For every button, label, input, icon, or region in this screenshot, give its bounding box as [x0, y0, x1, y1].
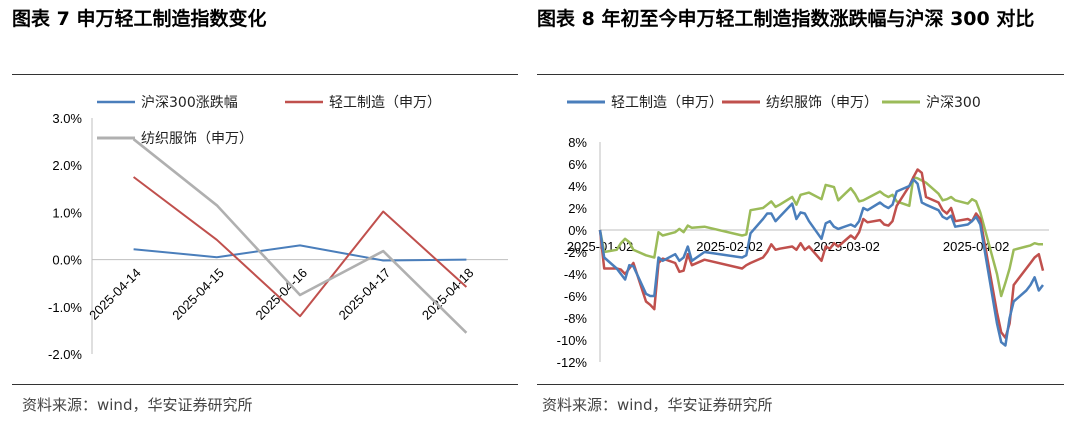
chart2-svg: 8%6%4%2%0%-2%-4%-6%-8%-10%-12%2025-01-02… [557, 95, 1049, 370]
chart2-y-tick-label: 8% [568, 135, 587, 150]
chart1-x-tick-label: 2025-04-14 [86, 265, 144, 323]
chart1-y-tick-label: -1.0% [48, 300, 82, 315]
chart1-x-tick-label: 2025-04-17 [336, 265, 394, 323]
chart1-legend-label: 轻工制造（申万） [329, 95, 441, 111]
chart1-top-rule [12, 74, 518, 75]
chart2-x-tick-label: 2025-04-02 [943, 239, 1010, 254]
chart2-series-line [598, 178, 1044, 347]
chart2-legend-label: 沪深300 [926, 95, 981, 111]
chart1-legend-label: 沪深300涨跌幅 [141, 95, 238, 111]
chart1-svg: 3.0% 2.0% 1.0% 0.0% -1.0% -2.0% 2025-04-14 2025… [48, 95, 508, 362]
chart2-legend-label: 纺织服饰（申万） [766, 95, 878, 111]
chart2-series-line [598, 175, 1043, 298]
chart2-source: 资料来源：wind，华安证券研究所 [542, 396, 773, 414]
chart2-y-tick-label: -2% [564, 245, 588, 260]
chart2-x-tick-label: 2025-03-02 [813, 239, 880, 254]
chart1-y-tick-label: 1.0% [52, 205, 82, 220]
chart2-y-tick-label: 2% [568, 201, 587, 216]
chart1-title: 图表 7 申万轻工制造指数变化 [12, 8, 267, 30]
chart2-legend-label: 轻工制造（申万） [611, 95, 723, 111]
chart2-bottom-rule [537, 384, 1064, 385]
chart2-top-rule [537, 74, 1064, 75]
chart2-y-tick-label: 4% [568, 179, 587, 194]
chart2-y-tick-label: -6% [564, 289, 588, 304]
chart2-y-tick-label: 6% [568, 157, 587, 172]
chart1-bottom-rule [12, 384, 518, 385]
chart1-y-tick-label: -2.0% [48, 347, 82, 362]
chart2-y-tick-label: 0% [568, 223, 587, 238]
chart1-legend-label: 纺织服饰（申万） [141, 131, 253, 147]
chart2-y-tick-label: -4% [564, 267, 588, 282]
chart1-y-tick-label: 2.0% [52, 158, 82, 173]
chart2-y-tick-label: -10% [557, 333, 588, 348]
chart1-x-tick-label: 2025-04-15 [169, 265, 227, 323]
chart1-y-tick-label: 3.0% [52, 111, 82, 126]
chart1-y-tick-label: 0.0% [52, 253, 82, 268]
chart1-series-line [132, 138, 468, 334]
chart2-title: 图表 8 年初至今申万轻工制造指数涨跌幅与沪深 300 对比 [537, 8, 1035, 30]
chart2-y-tick-label: -8% [564, 311, 588, 326]
chart1-series-line [133, 244, 467, 262]
chart1-source: 资料来源：wind，华安证券研究所 [22, 396, 253, 414]
chart1-series-line [132, 176, 468, 318]
chart2-y-tick-label: -12% [557, 355, 588, 370]
